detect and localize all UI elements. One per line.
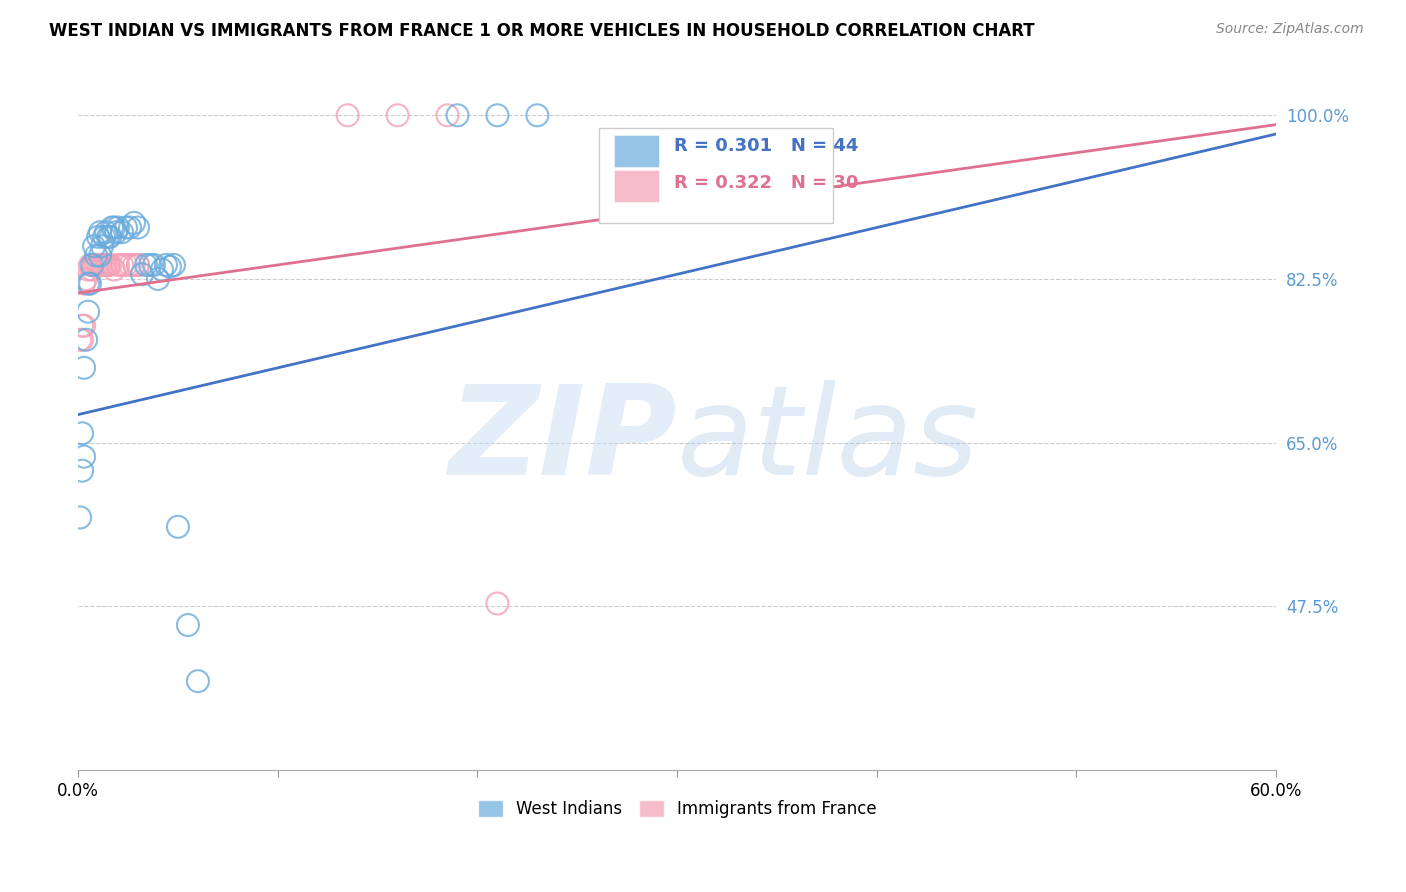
Text: Source: ZipAtlas.com: Source: ZipAtlas.com bbox=[1216, 22, 1364, 37]
Point bbox=[446, 108, 468, 122]
Text: atlas: atlas bbox=[678, 380, 979, 500]
Point bbox=[163, 258, 186, 272]
Point bbox=[103, 262, 125, 277]
Point bbox=[336, 108, 359, 122]
Point bbox=[127, 258, 149, 272]
Point bbox=[98, 258, 121, 272]
Point bbox=[94, 225, 117, 239]
Text: R = 0.301   N = 44: R = 0.301 N = 44 bbox=[673, 136, 858, 154]
Point bbox=[187, 674, 209, 689]
Point bbox=[73, 360, 96, 375]
Point bbox=[73, 450, 96, 464]
Point bbox=[82, 262, 104, 277]
Point bbox=[87, 258, 110, 272]
Point bbox=[387, 108, 409, 122]
Point bbox=[127, 258, 149, 272]
Point bbox=[139, 258, 162, 272]
Point bbox=[436, 108, 458, 122]
Point bbox=[486, 597, 509, 611]
Point bbox=[177, 618, 200, 632]
Point bbox=[75, 272, 97, 286]
Point bbox=[98, 230, 121, 244]
Point bbox=[91, 258, 114, 272]
Point bbox=[70, 464, 93, 478]
Point bbox=[75, 333, 97, 347]
Point bbox=[93, 230, 115, 244]
Point bbox=[70, 333, 93, 347]
Point bbox=[83, 239, 105, 253]
Point bbox=[486, 108, 509, 122]
Point bbox=[77, 277, 100, 291]
Point bbox=[91, 239, 114, 253]
Point bbox=[69, 333, 91, 347]
Point bbox=[122, 258, 145, 272]
Point bbox=[89, 225, 111, 239]
Point bbox=[82, 258, 104, 272]
Point bbox=[84, 258, 107, 272]
Point bbox=[167, 520, 190, 534]
Point bbox=[97, 230, 120, 244]
Point bbox=[79, 258, 101, 272]
Point bbox=[89, 249, 111, 263]
Point bbox=[87, 230, 110, 244]
Text: WEST INDIAN VS IMMIGRANTS FROM FRANCE 1 OR MORE VEHICLES IN HOUSEHOLD CORRELATIO: WEST INDIAN VS IMMIGRANTS FROM FRANCE 1 … bbox=[49, 22, 1035, 40]
Point bbox=[97, 258, 120, 272]
Point bbox=[143, 258, 166, 272]
Point bbox=[111, 225, 134, 239]
Point bbox=[93, 258, 115, 272]
Point bbox=[107, 258, 129, 272]
Point bbox=[94, 258, 117, 272]
Point bbox=[122, 216, 145, 230]
Point bbox=[115, 220, 138, 235]
Point bbox=[69, 510, 91, 524]
FancyBboxPatch shape bbox=[613, 136, 659, 167]
Point bbox=[155, 258, 177, 272]
Point bbox=[118, 220, 141, 235]
Point bbox=[103, 220, 125, 235]
Point bbox=[127, 220, 149, 235]
Point bbox=[73, 318, 96, 333]
Point bbox=[131, 267, 153, 281]
Point bbox=[118, 258, 141, 272]
Text: R = 0.322   N = 30: R = 0.322 N = 30 bbox=[673, 174, 858, 192]
Point bbox=[83, 258, 105, 272]
Point bbox=[146, 272, 169, 286]
Point bbox=[84, 249, 107, 263]
Point bbox=[135, 258, 157, 272]
Point bbox=[79, 277, 101, 291]
Point bbox=[101, 220, 124, 235]
Point bbox=[77, 304, 100, 318]
FancyBboxPatch shape bbox=[613, 170, 659, 202]
FancyBboxPatch shape bbox=[599, 128, 832, 223]
Point bbox=[159, 260, 181, 274]
Text: ZIP: ZIP bbox=[449, 380, 678, 500]
Point bbox=[105, 225, 128, 239]
Point bbox=[107, 220, 129, 235]
Legend: West Indians, Immigrants from France: West Indians, Immigrants from France bbox=[471, 793, 883, 825]
Point bbox=[111, 258, 134, 272]
Point bbox=[89, 258, 111, 272]
Point bbox=[70, 318, 93, 333]
Point bbox=[150, 262, 173, 277]
Point bbox=[77, 262, 100, 277]
Point bbox=[526, 108, 548, 122]
Point bbox=[73, 277, 96, 291]
Point bbox=[70, 426, 93, 441]
Point bbox=[115, 258, 138, 272]
